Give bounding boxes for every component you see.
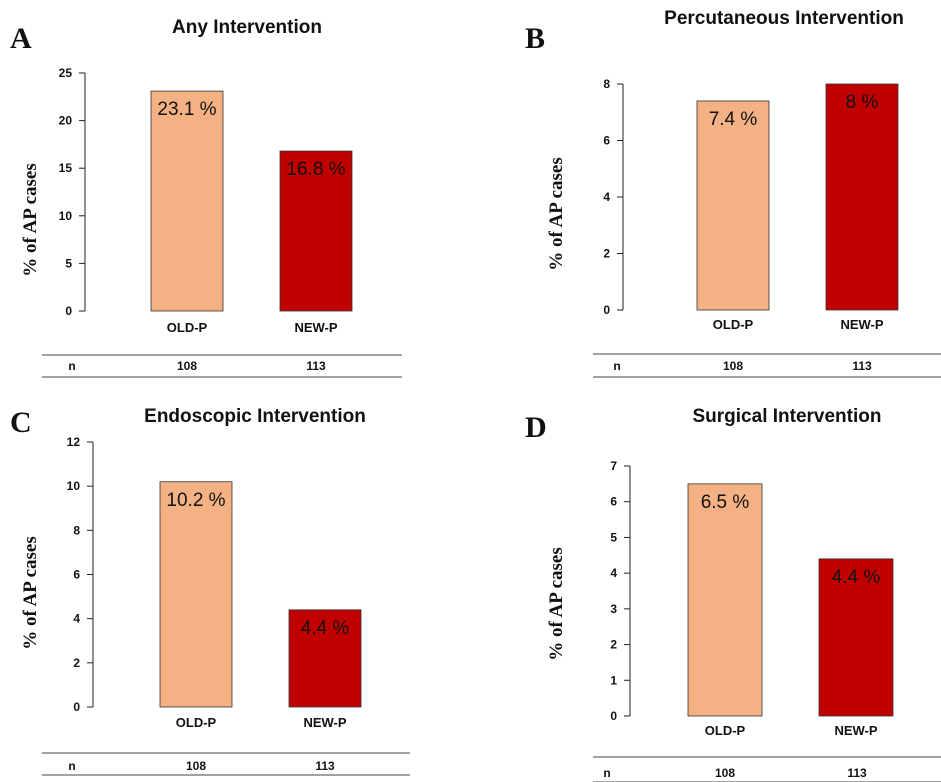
data-label: 7.4 % (709, 109, 758, 130)
category-label: NEW-P (840, 317, 883, 332)
y-tick-label: 25 (59, 66, 73, 80)
category-label: OLD-P (167, 320, 208, 335)
panel-letter: D (525, 411, 547, 444)
y-tick-label: 8 (73, 523, 80, 537)
n-value: 113 (852, 359, 872, 373)
bar-old-p (696, 100, 770, 311)
y-tick-label: 0 (603, 303, 610, 317)
y-tick-label: 6 (603, 134, 610, 148)
n-row-label: n (613, 359, 620, 373)
category-label: NEW-P (294, 320, 337, 335)
data-label: 23.1 % (157, 99, 216, 120)
panel-letter: A (10, 22, 32, 55)
bar-new-p (818, 558, 894, 717)
y-axis-label: % of AP cases (546, 157, 567, 270)
panel-letter: C (10, 406, 32, 439)
chart-panel-b: B Percutaneous Intervention % of AP cases 0… (525, 8, 941, 378)
bar-old-p (150, 90, 224, 312)
y-tick-label: 7 (610, 459, 617, 473)
n-value: 113 (306, 359, 326, 373)
y-tick-label: 1 (610, 673, 617, 687)
y-tick-label: 0 (610, 709, 617, 723)
chart-title: Surgical Intervention (693, 406, 882, 427)
data-label: 4.4 % (832, 567, 881, 588)
y-tick-label: 2 (73, 656, 80, 670)
chart-title: Endoscopic Intervention (144, 406, 366, 427)
n-row-label: n (68, 359, 75, 373)
y-tick-label: 2 (610, 638, 617, 652)
y-tick-label: 4 (73, 612, 80, 626)
panel-letter: B (525, 22, 545, 55)
y-axis-label: % of AP cases (546, 547, 567, 660)
n-value: 108 (186, 759, 206, 773)
data-label: 4.4 % (301, 618, 350, 639)
data-label: 8 % (846, 92, 879, 113)
y-tick-label: 0 (65, 304, 72, 318)
bar-old-p (687, 483, 763, 717)
category-label: OLD-P (713, 317, 754, 332)
y-tick-label: 20 (59, 114, 73, 128)
bar-new-p (288, 609, 362, 708)
chart-title: Any Intervention (172, 17, 322, 38)
category-label: NEW-P (834, 723, 877, 738)
n-value: 108 (177, 359, 197, 373)
y-tick-label: 2 (603, 247, 610, 261)
chart-title: Percutaneous Intervention (664, 8, 904, 29)
category-label: NEW-P (303, 715, 346, 730)
data-label: 16.8 % (286, 159, 345, 180)
category-label: OLD-P (705, 723, 746, 738)
n-value: 108 (715, 766, 735, 780)
bar-new-p (825, 83, 899, 311)
data-label: 6.5 % (701, 492, 750, 513)
bar-old-p (159, 481, 233, 708)
n-value: 113 (315, 759, 335, 773)
y-tick-label: 0 (73, 700, 80, 714)
y-tick-label: 3 (610, 602, 617, 616)
n-row-label: n (603, 766, 610, 780)
y-axis-label: % of AP cases (20, 163, 41, 276)
y-tick-label: 5 (65, 256, 72, 270)
bar-new-p (279, 150, 353, 312)
y-tick-label: 6 (73, 568, 80, 582)
chart-panel-d: D Surgical Intervention % of AP cases 0 1 2 3 4… (525, 406, 941, 782)
y-tick-label: 5 (610, 530, 617, 544)
y-tick-label: 6 (610, 495, 617, 509)
n-value: 108 (723, 359, 743, 373)
category-label: OLD-P (176, 715, 217, 730)
n-value: 113 (847, 766, 867, 780)
data-label: 10.2 % (166, 490, 225, 511)
y-tick-label: 12 (67, 435, 81, 449)
y-tick-label: 10 (59, 209, 73, 223)
y-tick-label: 4 (603, 190, 610, 204)
n-row-label: n (68, 759, 75, 773)
chart-panel-c: C Endoscopic Intervention % of AP cases 0 2 4… (10, 406, 410, 776)
chart-panel-a: A Any Intervention % of AP cases 0 5 10 15 20 25… (10, 17, 402, 378)
y-tick-label: 10 (67, 479, 81, 493)
y-tick-label: 15 (59, 161, 73, 175)
y-tick-label: 4 (610, 566, 617, 580)
y-axis-label: % of AP cases (20, 536, 41, 649)
y-tick-label: 8 (603, 77, 610, 91)
